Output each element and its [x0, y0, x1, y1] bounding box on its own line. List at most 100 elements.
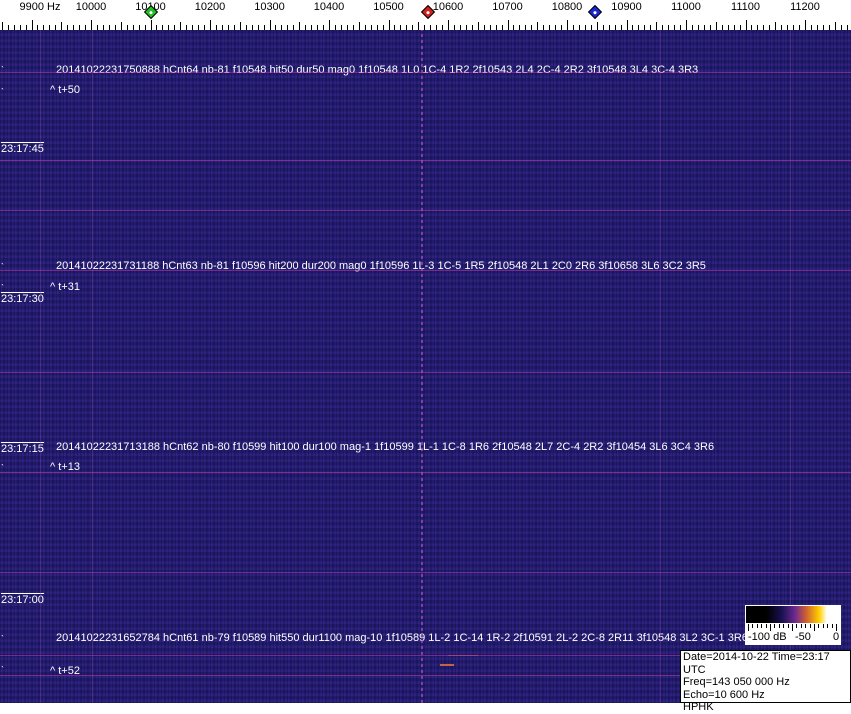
- ruler-tick: [340, 25, 342, 30]
- ruler-tick: [251, 25, 253, 30]
- ruler-tick: [55, 25, 57, 30]
- ruler-tick: [448, 20, 449, 30]
- ruler-tick: [43, 25, 45, 30]
- ruler-tick: [287, 25, 289, 30]
- carrier-line: [92, 30, 93, 703]
- ruler-tick: [168, 25, 170, 30]
- blue-marker-icon[interactable]: [587, 4, 603, 20]
- ruler-tick: [358, 22, 360, 30]
- ruler-tick: [269, 20, 271, 30]
- ruler-tick: [828, 25, 830, 30]
- time-label: 23:17:30: [1, 292, 44, 305]
- ruler-tick: [364, 25, 366, 30]
- ruler-tick: [96, 25, 98, 30]
- colorbar-tick: [765, 624, 767, 628]
- event-line: 20141022231652784 hCnt61 nb-79 f10589 hi…: [56, 632, 748, 644]
- ruler-tick: [596, 22, 598, 30]
- tick-mark: `: [1, 87, 4, 97]
- colorbar-tick: [831, 624, 833, 628]
- ruler-tick: [400, 25, 402, 30]
- ruler-tick: [305, 25, 307, 30]
- ruler-tick: [632, 25, 634, 30]
- ruler-tick: [822, 25, 824, 30]
- colorbar: -100 dB -50 0: [745, 605, 841, 645]
- date-time: Date=2014-10-22 Time=23:17 UTC: [683, 651, 830, 676]
- ruler-tick: [477, 22, 479, 30]
- tick-mark: `: [1, 283, 4, 293]
- time-label: 23:17:00: [1, 593, 44, 606]
- colorbar-tick: [770, 624, 771, 631]
- ruler-tick: [394, 25, 396, 30]
- ruler-tick: [79, 25, 81, 30]
- ruler-tick: [543, 25, 545, 30]
- event-line: 20141022231750888 hCnt64 nb-81 f10548 hi…: [56, 64, 699, 76]
- ruler-tick: [775, 22, 777, 30]
- tick-mark: `: [1, 634, 4, 644]
- ruler-label: 10200: [194, 1, 226, 13]
- interference-line: [0, 572, 851, 573]
- ruler-tick: [85, 25, 87, 30]
- ruler-tick: [382, 25, 384, 30]
- ruler-tick: [263, 25, 265, 30]
- interference-line: [0, 675, 851, 676]
- ruler-tick: [31, 20, 33, 30]
- ruler-tick: [412, 25, 414, 30]
- ruler-tick: [180, 22, 182, 30]
- ruler-tick: [150, 20, 152, 30]
- colorbar-tick: [836, 624, 837, 631]
- colorbar-tick: [809, 624, 811, 628]
- ruler-label: 11200: [790, 1, 820, 13]
- interference-line: [0, 160, 851, 161]
- ruler-tick: [567, 20, 568, 30]
- ruler-tick: [418, 22, 420, 30]
- ruler-tick: [846, 25, 848, 30]
- ruler-tick: [810, 25, 812, 30]
- event-line: 20141022231713188 hCnt62 nb-80 f10599 hi…: [56, 441, 715, 453]
- ruler-label: 11100: [731, 1, 760, 13]
- colorbar-tick: [796, 624, 798, 628]
- ruler-tick: [13, 25, 15, 30]
- ruler-tick: [721, 25, 723, 30]
- ruler-tick: [37, 25, 39, 30]
- colorbar-tick: [774, 624, 776, 628]
- tick-mark: `: [1, 665, 4, 675]
- ruler-tick: [763, 25, 765, 30]
- ruler-tick: [668, 25, 670, 30]
- time-label: 23:17:15: [1, 442, 44, 455]
- ruler-tick: [61, 22, 63, 30]
- ruler-tick: [465, 25, 467, 30]
- colorbar-tick: [827, 624, 829, 628]
- ruler-tick: [727, 25, 729, 30]
- ruler-tick: [626, 20, 628, 30]
- ruler-tick: [561, 25, 563, 30]
- ruler-tick: [620, 25, 622, 30]
- ruler-tick: [370, 25, 372, 30]
- colorbar-label: 0: [833, 631, 840, 643]
- ruler-tick: [816, 25, 818, 30]
- ruler-tick: [186, 25, 188, 30]
- colorbar-tick: [800, 624, 802, 628]
- ruler-label: 10600: [432, 1, 464, 13]
- colorbar-tick: [783, 624, 785, 628]
- ruler-tick: [501, 25, 503, 30]
- ruler-tick: [19, 25, 21, 30]
- ruler-label: 10800: [551, 1, 583, 13]
- ruler-tick: [572, 25, 574, 30]
- ruler-tick: [787, 25, 789, 30]
- ruler-label: 10700: [492, 1, 523, 13]
- ruler-tick: [578, 25, 580, 30]
- ruler-tick: [584, 25, 586, 30]
- colorbar-tick: [787, 624, 789, 628]
- ruler-tick: [156, 25, 158, 30]
- event-offset: ^ t+13: [50, 461, 80, 473]
- ruler-tick: [513, 25, 515, 30]
- carrier-line: [40, 30, 41, 703]
- ruler-tick: [162, 25, 164, 30]
- colorbar-tick: [805, 624, 807, 628]
- event-offset: ^ t+50: [50, 84, 80, 96]
- ruler-tick: [751, 25, 753, 30]
- ruler-label: 10300: [254, 1, 285, 13]
- ruler-label: 10900: [611, 1, 642, 13]
- ruler-tick: [227, 25, 229, 30]
- ruler-tick: [703, 25, 705, 30]
